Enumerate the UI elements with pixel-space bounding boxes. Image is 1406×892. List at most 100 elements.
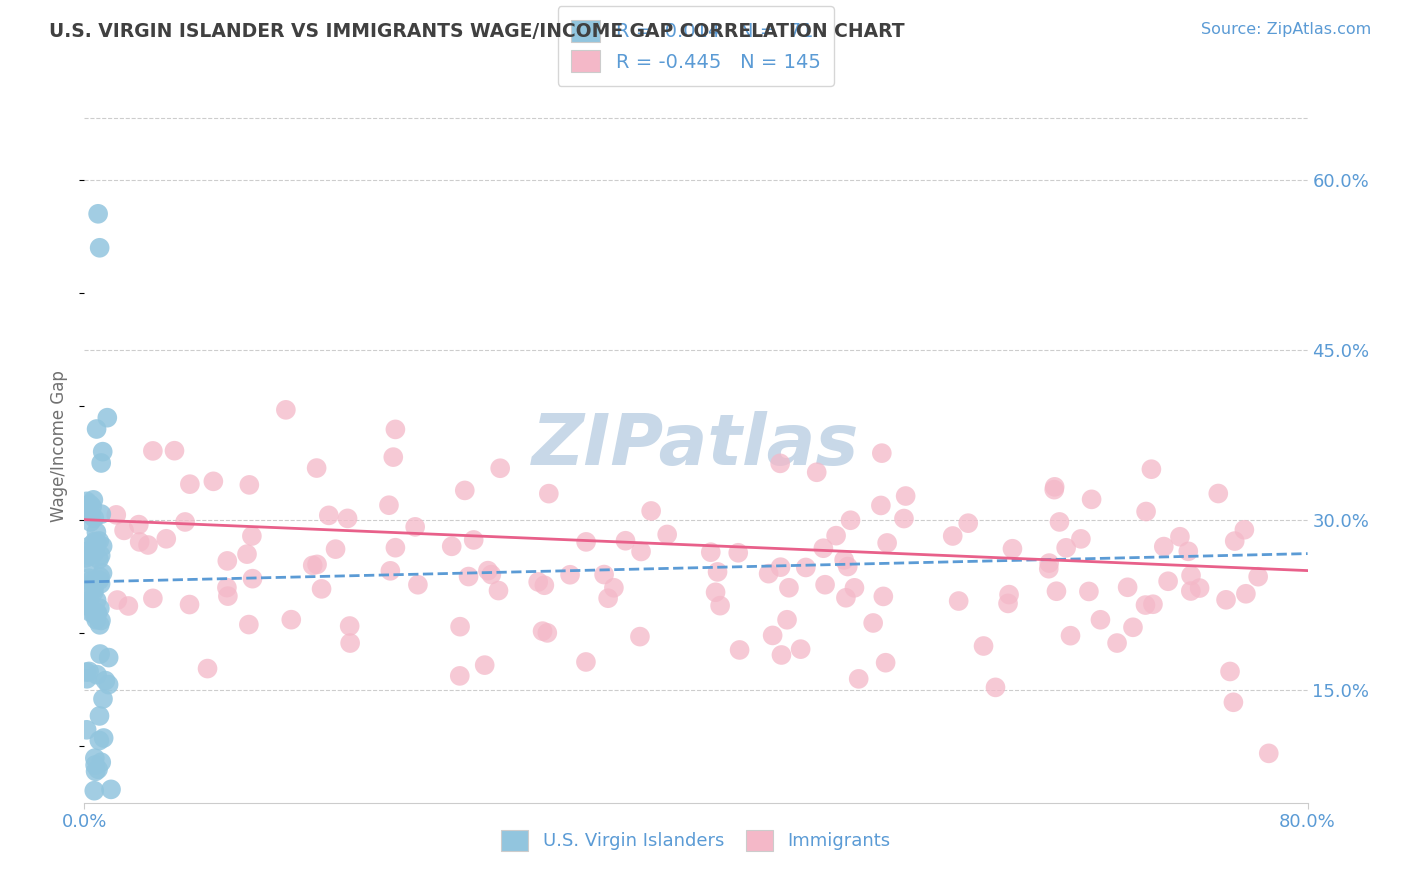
Point — [280, 613, 302, 627]
Point — [454, 483, 477, 498]
Point — [1045, 584, 1067, 599]
Point — [1090, 613, 1112, 627]
Point — [142, 591, 165, 606]
Point — [128, 535, 150, 549]
Point — [984, 681, 1007, 695]
Point — [82, 500, 104, 514]
Point — [794, 560, 817, 574]
Point — [83, 585, 105, 599]
Point — [217, 589, 239, 603]
Point — [1135, 504, 1157, 518]
Point — [89, 241, 111, 255]
Point — [84, 764, 107, 779]
Point — [79, 539, 101, 553]
Point — [86, 536, 108, 550]
Point — [240, 529, 263, 543]
Point — [378, 498, 401, 512]
Point — [603, 581, 626, 595]
Point — [105, 593, 128, 607]
Point — [80, 606, 103, 620]
Point — [536, 626, 558, 640]
Point — [463, 533, 485, 547]
Point — [84, 758, 107, 772]
Point — [997, 596, 1019, 610]
Point — [86, 593, 108, 607]
Point — [875, 656, 897, 670]
Point — [307, 558, 329, 572]
Point — [339, 636, 361, 650]
Point — [83, 534, 105, 549]
Point — [527, 574, 550, 589]
Point — [1153, 540, 1175, 554]
Point — [1049, 515, 1071, 529]
Point — [1215, 592, 1237, 607]
Point — [1122, 620, 1144, 634]
Point — [83, 582, 105, 596]
Point — [614, 533, 637, 548]
Point — [83, 546, 105, 560]
Point — [1233, 523, 1256, 537]
Point — [848, 672, 870, 686]
Point — [215, 581, 238, 595]
Point — [238, 478, 260, 492]
Point — [758, 566, 780, 581]
Point — [305, 461, 328, 475]
Point — [998, 588, 1021, 602]
Point — [1080, 492, 1102, 507]
Point — [657, 527, 679, 541]
Point — [1180, 584, 1202, 599]
Point — [242, 572, 264, 586]
Point — [94, 673, 117, 688]
Point — [86, 422, 108, 436]
Point — [1059, 629, 1081, 643]
Point — [762, 628, 785, 642]
Point — [274, 402, 297, 417]
Point — [87, 552, 110, 566]
Point — [700, 545, 723, 559]
Point — [91, 539, 114, 553]
Point — [89, 733, 111, 747]
Point — [404, 520, 426, 534]
Point — [598, 591, 620, 606]
Point — [325, 542, 347, 557]
Point — [87, 207, 110, 221]
Point — [1070, 532, 1092, 546]
Point — [806, 465, 828, 479]
Point — [90, 614, 112, 628]
Point — [449, 620, 471, 634]
Point — [1140, 462, 1163, 476]
Point — [79, 557, 101, 571]
Point — [79, 515, 101, 529]
Point — [1001, 541, 1024, 556]
Point — [76, 597, 98, 611]
Point — [87, 762, 110, 776]
Point — [236, 547, 259, 561]
Point — [336, 511, 359, 525]
Point — [630, 544, 652, 558]
Point — [197, 662, 219, 676]
Point — [1223, 534, 1246, 549]
Point — [1234, 587, 1257, 601]
Point — [90, 576, 112, 591]
Point — [1157, 574, 1180, 589]
Point — [813, 541, 835, 556]
Point — [533, 578, 555, 592]
Point — [474, 658, 496, 673]
Point — [86, 667, 108, 681]
Point — [449, 669, 471, 683]
Point — [489, 461, 512, 475]
Point — [814, 578, 837, 592]
Point — [179, 598, 201, 612]
Point — [728, 643, 751, 657]
Point — [727, 546, 749, 560]
Point — [112, 524, 135, 538]
Point — [89, 570, 111, 584]
Point — [77, 549, 100, 563]
Point — [83, 511, 105, 525]
Point — [575, 534, 598, 549]
Point — [76, 723, 98, 737]
Point — [86, 606, 108, 620]
Point — [90, 756, 112, 770]
Point — [163, 443, 186, 458]
Legend: U.S. Virgin Islanders, Immigrants: U.S. Virgin Islanders, Immigrants — [494, 822, 898, 858]
